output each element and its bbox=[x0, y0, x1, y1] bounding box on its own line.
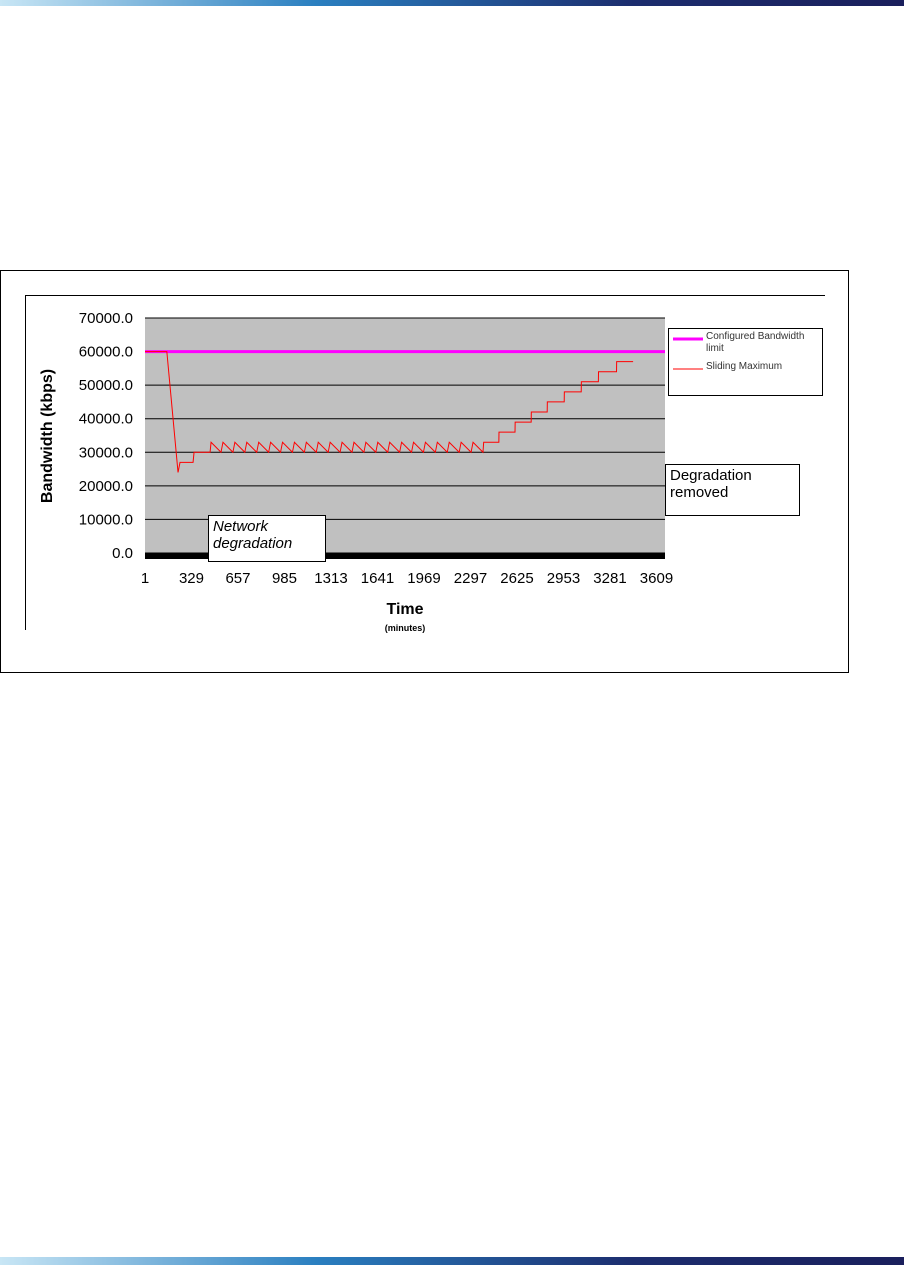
x-tick-label: 1641 bbox=[361, 570, 394, 587]
y-tick-label: 50000.0 bbox=[79, 377, 133, 394]
legend-label: Sliding Maximum bbox=[706, 361, 783, 372]
x-tick-label: 2625 bbox=[500, 570, 533, 587]
annotation: Network degradation bbox=[208, 515, 326, 562]
x-tick-label: 985 bbox=[272, 570, 297, 587]
y-tick-label: 0.0 bbox=[112, 545, 133, 562]
chart: Bandwidth (kbps) Time (minutes) 0.0 10000… bbox=[0, 270, 849, 673]
x-axis-label: Time bbox=[386, 601, 423, 618]
chart-frame bbox=[0, 270, 849, 673]
x-tick-label: 2953 bbox=[547, 570, 580, 587]
y-tick-label: 40000.0 bbox=[79, 411, 133, 428]
x-tick-label: 3281 bbox=[593, 570, 626, 587]
header-bar bbox=[0, 0, 904, 6]
x-tick-label: 3609 bbox=[640, 570, 673, 587]
legend-entry: Sliding Maximum bbox=[706, 361, 783, 372]
series-line bbox=[145, 351, 634, 473]
legend-label: Configured Bandwidth limit bbox=[706, 331, 805, 354]
y-axis-label: Bandwidth (kbps) bbox=[39, 369, 56, 503]
x-tick-label: 657 bbox=[225, 570, 250, 587]
y-tick-label: 20000.0 bbox=[79, 478, 133, 495]
annotation: Degradation removed bbox=[665, 464, 800, 516]
x-axis-sublabel: (minutes) bbox=[385, 623, 426, 633]
x-tick-label: 1969 bbox=[407, 570, 440, 587]
x-tick-label: 1 bbox=[141, 570, 149, 587]
x-tick-label: 329 bbox=[179, 570, 204, 587]
y-tick-label: 30000.0 bbox=[79, 444, 133, 461]
y-tick-label: 70000.0 bbox=[79, 310, 133, 327]
y-tick-label: 10000.0 bbox=[79, 511, 133, 528]
x-tick-label: 1313 bbox=[314, 570, 347, 587]
plot-area bbox=[145, 318, 665, 553]
y-tick-label: 60000.0 bbox=[79, 344, 133, 361]
x-axis-bar bbox=[145, 553, 665, 559]
legend-entry: Configured Bandwidth limit bbox=[706, 331, 805, 354]
x-tick-label: 2297 bbox=[454, 570, 487, 587]
footer-bar bbox=[0, 1257, 904, 1265]
